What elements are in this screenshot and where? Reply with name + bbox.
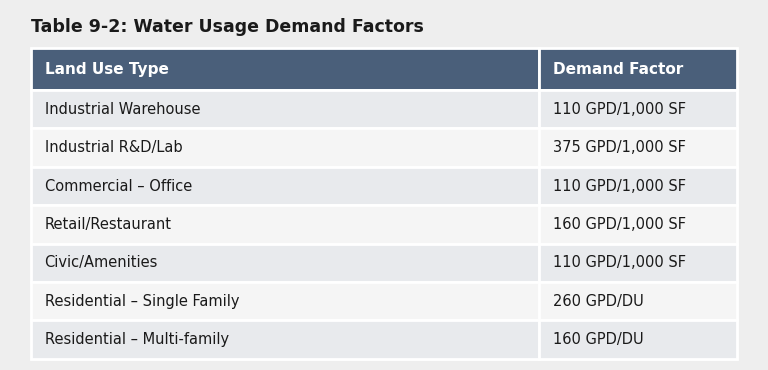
Text: Retail/Restaurant: Retail/Restaurant (45, 217, 171, 232)
Text: Industrial R&D/Lab: Industrial R&D/Lab (45, 140, 182, 155)
Text: 160 GPD/DU: 160 GPD/DU (553, 332, 644, 347)
Text: 110 GPD/1,000 SF: 110 GPD/1,000 SF (553, 102, 687, 117)
Text: 375 GPD/1,000 SF: 375 GPD/1,000 SF (553, 140, 686, 155)
Text: 110 GPD/1,000 SF: 110 GPD/1,000 SF (553, 255, 687, 270)
Text: 260 GPD/DU: 260 GPD/DU (553, 294, 644, 309)
Text: Demand Factor: Demand Factor (553, 61, 684, 77)
Text: Civic/Amenities: Civic/Amenities (45, 255, 158, 270)
Text: Industrial Warehouse: Industrial Warehouse (45, 102, 200, 117)
Text: Residential – Single Family: Residential – Single Family (45, 294, 239, 309)
Text: Table 9-2: Water Usage Demand Factors: Table 9-2: Water Usage Demand Factors (31, 18, 424, 37)
Text: 110 GPD/1,000 SF: 110 GPD/1,000 SF (553, 179, 687, 194)
Text: Land Use Type: Land Use Type (45, 61, 168, 77)
Text: 160 GPD/1,000 SF: 160 GPD/1,000 SF (553, 217, 687, 232)
Text: Residential – Multi-family: Residential – Multi-family (45, 332, 229, 347)
Text: Commercial – Office: Commercial – Office (45, 179, 192, 194)
